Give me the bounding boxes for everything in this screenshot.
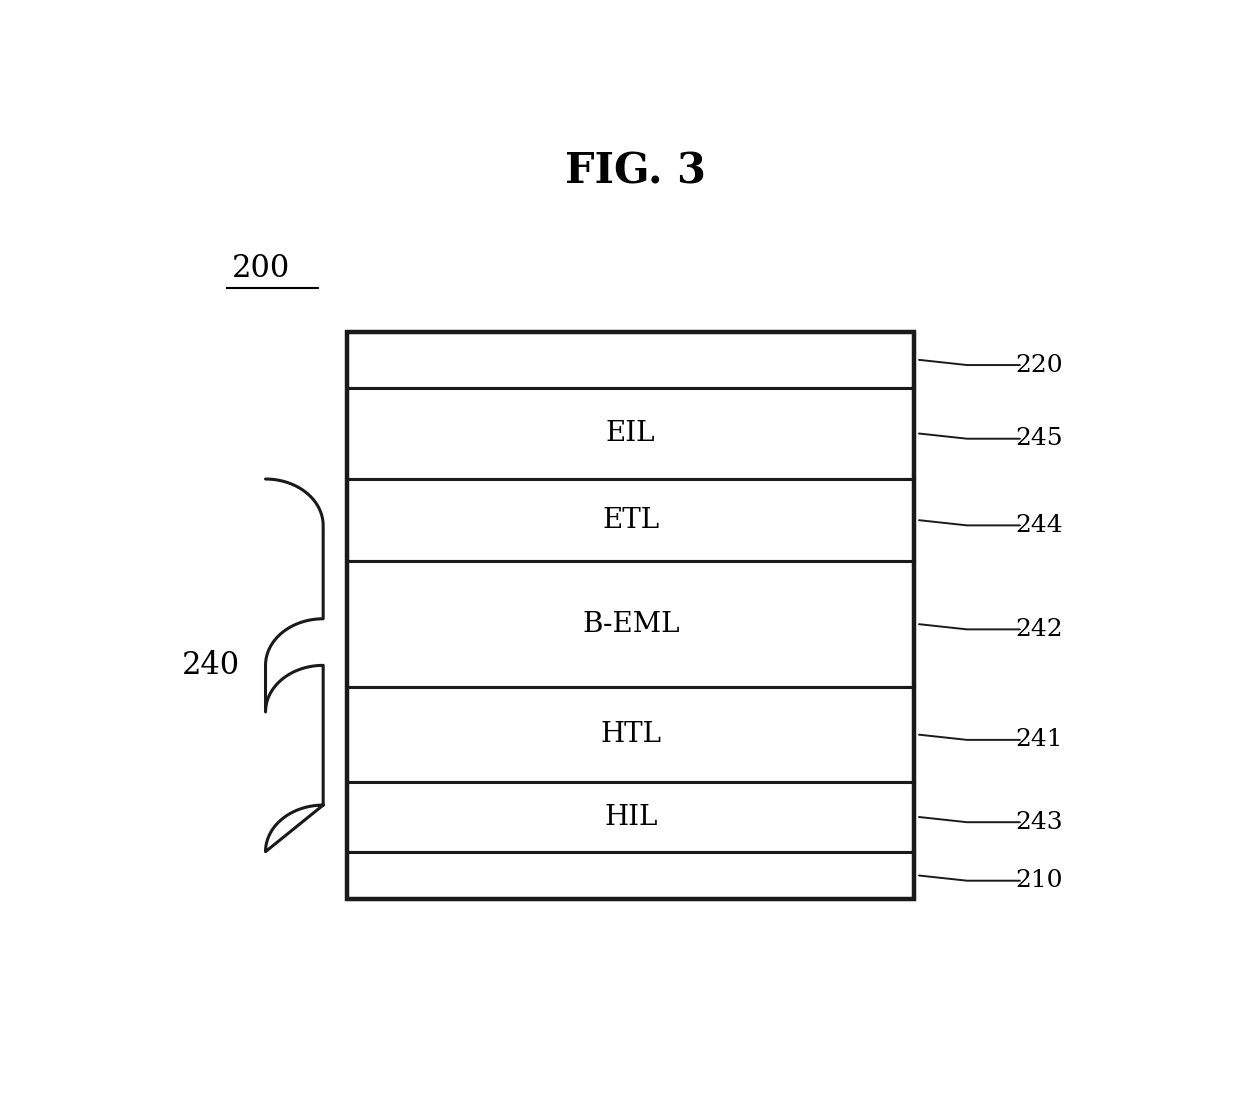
Text: HIL: HIL: [604, 803, 657, 831]
Bar: [347, 561, 914, 687]
Text: EIL: EIL: [606, 420, 656, 447]
Bar: [347, 852, 914, 899]
Bar: [347, 687, 914, 782]
Text: 241: 241: [1016, 728, 1063, 751]
Text: 245: 245: [1016, 427, 1063, 450]
Bar: [347, 782, 914, 852]
Text: ETL: ETL: [603, 506, 660, 534]
Text: 243: 243: [1016, 811, 1063, 834]
Bar: [347, 332, 914, 388]
Text: 240: 240: [182, 650, 241, 681]
Text: 220: 220: [1016, 354, 1063, 376]
Bar: [347, 479, 914, 561]
Text: HTL: HTL: [600, 721, 661, 748]
Text: FIG. 3: FIG. 3: [565, 150, 706, 192]
Text: B-EML: B-EML: [582, 611, 680, 638]
Text: 242: 242: [1016, 618, 1063, 641]
Text: 200: 200: [232, 253, 290, 285]
Text: 210: 210: [1016, 869, 1063, 892]
Text: 244: 244: [1016, 514, 1063, 537]
Bar: [347, 332, 914, 899]
Bar: [347, 388, 914, 479]
